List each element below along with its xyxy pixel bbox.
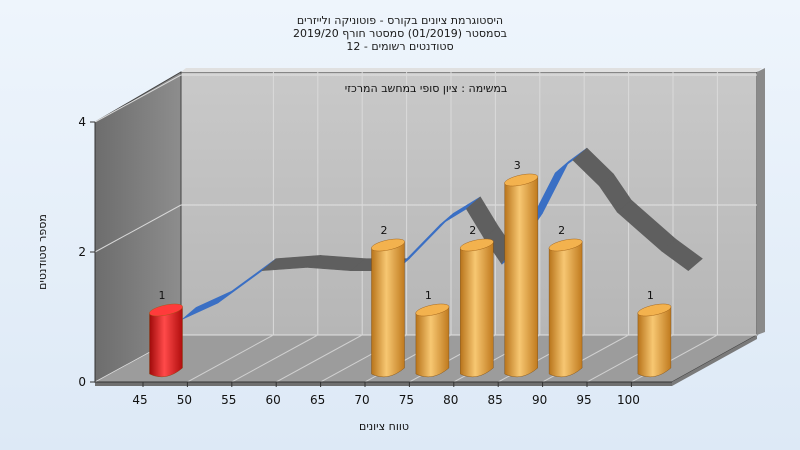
title-line-3: 12 - סטודנטים רשומים	[346, 40, 453, 53]
bar-70	[371, 238, 405, 378]
bar-top-100	[637, 303, 672, 317]
bar-body-85	[504, 176, 538, 378]
grid-line-floor-2	[231, 334, 319, 383]
chart-subtitle: במשימה : ציון סופי במחשב המרכזי	[345, 82, 508, 95]
bar-top-75	[415, 303, 450, 317]
data-label-70: 2	[381, 224, 388, 237]
data-label-80: 2	[469, 224, 476, 237]
x-axis-label: טווח ציונים	[359, 420, 409, 433]
bar-top-85	[504, 173, 539, 187]
bar-45	[149, 303, 183, 378]
bar-top-70	[371, 238, 405, 252]
x-tick-label-80: 80	[443, 393, 458, 407]
bar-80	[459, 238, 494, 378]
title-line-1: היסטוגרמת ציונים בקורס - פוטוניקה ולייזר…	[297, 14, 503, 27]
grid-line-left-1	[94, 204, 182, 253]
bar-85	[504, 173, 539, 378]
x-tick-label-85: 85	[488, 393, 503, 407]
distribution-curve	[181, 147, 703, 320]
bar-100	[637, 303, 672, 378]
floor-right-lip	[672, 335, 757, 386]
data-labels: 1 2 1 2 3 2 1	[159, 159, 654, 302]
data-label-85: 3	[514, 159, 521, 172]
right-bevel	[757, 68, 765, 335]
x-tick-label-95: 95	[576, 393, 591, 407]
bar-top-90	[548, 238, 583, 252]
floor-front-lip	[95, 382, 672, 386]
y-tick-label-0: 0	[78, 375, 86, 389]
x-axis-ticks: 45 50 55 60 65 70 75 80 85 90 95 100	[132, 382, 640, 407]
data-label-45: 1	[159, 289, 166, 302]
bar-body-90	[548, 241, 583, 378]
bar-body-80	[460, 241, 494, 378]
bar-top-45	[149, 303, 183, 317]
curve-segment-15	[661, 238, 703, 272]
data-label-90: 2	[558, 224, 565, 237]
y-tick-label-2: 2	[78, 245, 86, 259]
bar-75	[415, 303, 450, 378]
x-tick-label-45: 45	[132, 393, 147, 407]
x-tick-label-100: 100	[617, 393, 640, 407]
x-tick-label-75: 75	[399, 393, 414, 407]
grid-line-left-2	[94, 74, 182, 123]
x-tick-label-50: 50	[177, 393, 192, 407]
data-label-75: 1	[425, 289, 432, 302]
y-axis-ticks: 0 2 4	[78, 115, 95, 389]
grid-line-floor-1	[187, 334, 274, 383]
y-axis-label: מספר סטודנטים	[36, 214, 49, 290]
bar-top-80	[459, 238, 494, 252]
bars	[149, 173, 672, 378]
grid-line-floor-3	[275, 334, 363, 383]
bar-90	[548, 238, 583, 378]
bar-body-75	[415, 306, 450, 378]
chart-title: היסטוגרמת ציונים בקורס - פוטוניקה ולייזר…	[293, 14, 507, 53]
x-tick-label-60: 60	[266, 393, 281, 407]
x-tick-label-65: 65	[310, 393, 325, 407]
y-tick-label-4: 4	[78, 115, 86, 129]
x-tick-label-55: 55	[221, 393, 236, 407]
bar-body-70	[371, 241, 405, 378]
back-wall-top-edge	[181, 68, 762, 72]
x-tick-label-70: 70	[354, 393, 369, 407]
bar-body-45	[149, 306, 183, 378]
title-line-2: בסמסטר (01/2019) סמסטר חורף 2019/20	[293, 27, 507, 40]
data-label-100: 1	[647, 289, 654, 302]
x-tick-label-90: 90	[532, 393, 547, 407]
bar-body-100	[637, 306, 672, 378]
